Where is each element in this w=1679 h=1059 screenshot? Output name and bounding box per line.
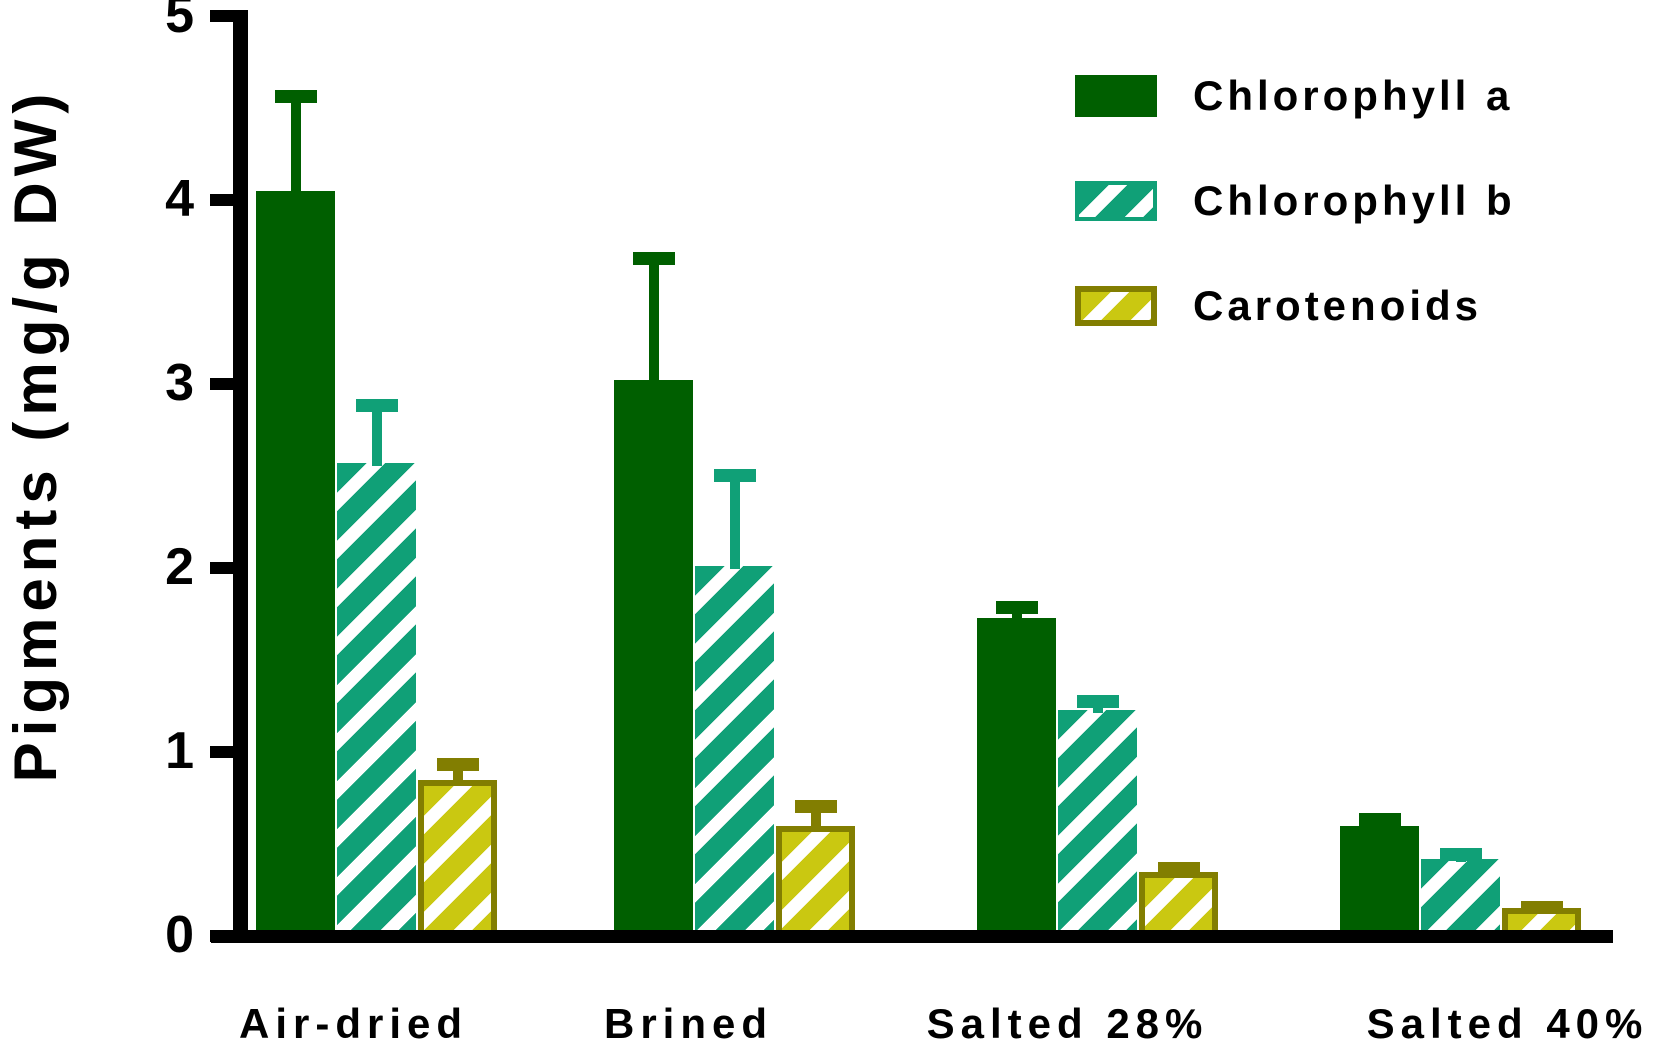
- y-tick-1: [210, 746, 234, 758]
- category-label-salted-40: Salted 40%: [1366, 1000, 1649, 1047]
- bar-chlorophyll-b-air-dried: [337, 463, 416, 942]
- category-label-brined: Brined: [603, 1000, 774, 1047]
- error-cap-chlorophyll-b-air-dried: [355, 398, 398, 412]
- error-stem-chlorophyll-b-air-dried: [371, 408, 382, 467]
- error-cap-chlorophyll-b-salted-40: [1439, 847, 1482, 861]
- legend-swatch-chlorophyll-a: [1075, 75, 1157, 117]
- y-axis-line: [233, 10, 248, 943]
- error-stem-chlorophyll-a-brined: [648, 261, 659, 384]
- legend-label-carotenoids: Carotenoids: [1193, 282, 1483, 329]
- category-label-air-dried: Air-dried: [238, 1000, 469, 1047]
- bar-chlorophyll-b-salted-40: [1421, 858, 1500, 942]
- error-cap-chlorophyll-b-brined: [713, 468, 756, 482]
- bar-carotenoids-air-dried: [418, 779, 497, 942]
- y-tick-2: [210, 562, 234, 574]
- legend-label-chlorophyll-b: Chlorophyll b: [1193, 177, 1516, 224]
- error-cap-chlorophyll-b-salted-28: [1076, 694, 1119, 708]
- y-tick-5: [210, 10, 234, 22]
- error-cap-chlorophyll-a-salted-28: [995, 601, 1038, 615]
- error-cap-chlorophyll-a-air-dried: [274, 89, 317, 103]
- bar-chlorophyll-b-brined: [695, 566, 774, 942]
- bar-chlorophyll-a-brined: [614, 380, 693, 942]
- error-stem-carotenoids-air-dried: [452, 767, 463, 783]
- error-cap-carotenoids-salted-40: [1520, 901, 1563, 915]
- legend-swatch-chlorophyll-b: [1075, 181, 1157, 221]
- y-tick-label-0: 0: [165, 905, 194, 964]
- error-cap-chlorophyll-a-brined: [632, 251, 675, 265]
- bar-chlorophyll-a-salted-40: [1340, 825, 1419, 942]
- error-stem-chlorophyll-b-brined: [729, 478, 740, 570]
- bar-chlorophyll-a-air-dried: [256, 190, 335, 942]
- y-tick-4: [210, 194, 234, 206]
- x-axis-line: [211, 930, 1613, 943]
- error-stem-carotenoids-brined: [810, 809, 821, 829]
- y-tick-label-3: 3: [165, 353, 194, 412]
- category-label-salted-28: Salted 28%: [926, 1000, 1209, 1047]
- error-cap-carotenoids-brined: [794, 799, 837, 813]
- y-tick-label-1: 1: [165, 721, 194, 780]
- error-stem-chlorophyll-b-salted-28: [1092, 704, 1103, 713]
- error-cap-carotenoids-salted-28: [1157, 862, 1200, 876]
- error-cap-carotenoids-air-dried: [436, 757, 479, 771]
- y-tick-label-2: 2: [165, 537, 194, 596]
- error-stem-chlorophyll-a-air-dried: [290, 99, 301, 194]
- y-tick-label-4: 4: [165, 169, 194, 228]
- bar-chlorophyll-b-salted-28: [1058, 709, 1137, 942]
- y-tick-label-5: 5: [165, 0, 194, 44]
- legend-swatch-carotenoids: [1075, 286, 1157, 326]
- legend-label-chlorophyll-a: Chlorophyll a: [1193, 72, 1514, 119]
- y-tick-3: [210, 378, 234, 390]
- error-stem-chlorophyll-a-salted-28: [1011, 611, 1022, 621]
- error-cap-chlorophyll-a-salted-40: [1358, 812, 1401, 826]
- bar-carotenoids-brined: [776, 825, 855, 942]
- y-axis-title: Pigments (mg/g DW): [2, 87, 69, 783]
- bar-chlorophyll-a-salted-28: [977, 617, 1056, 942]
